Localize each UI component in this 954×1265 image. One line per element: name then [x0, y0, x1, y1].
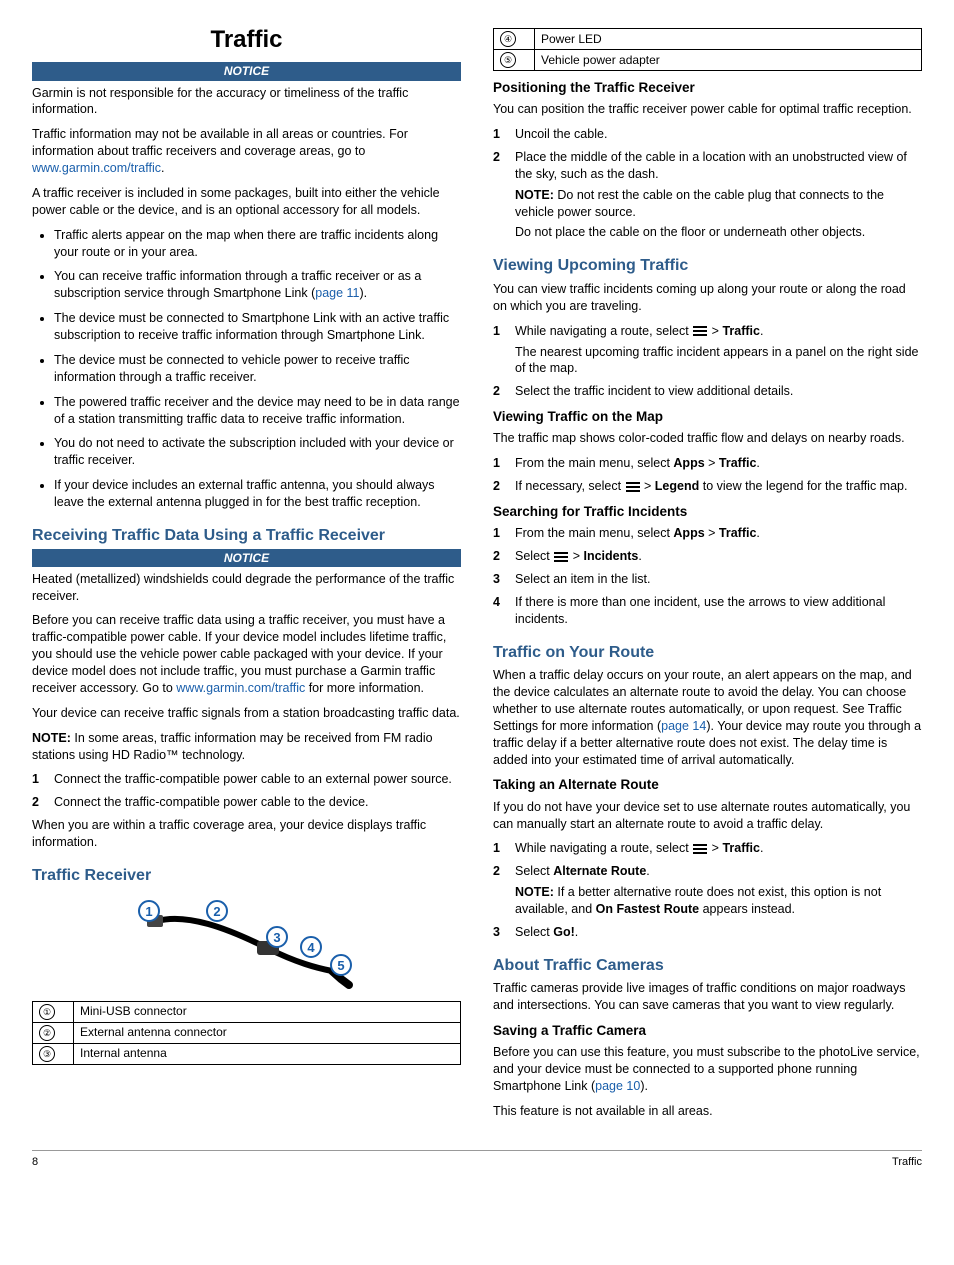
positioning-title: Positioning the Traffic Receiver [493, 79, 922, 97]
page-11-link[interactable]: page 11 [315, 286, 359, 300]
viewing-map-steps: 1 From the main menu, select Apps > Traf… [493, 455, 922, 495]
left-column: Traffic NOTICE Garmin is not responsible… [32, 24, 461, 1128]
save-p1: Before you can use this feature, you mus… [493, 1044, 922, 1095]
page-title: Traffic [32, 24, 461, 56]
notice2-text: Heated (metallized) windshields could de… [32, 571, 461, 605]
notice-bar-1: NOTICE [32, 62, 461, 80]
bullet-6: You do not need to activate the subscrip… [54, 435, 461, 469]
viewing-steps: 1 While navigating a route, select > Tra… [493, 323, 922, 401]
traffic-link-1[interactable]: www.garmin.com/traffic [32, 161, 161, 175]
bullet-4: The device must be connected to vehicle … [54, 352, 461, 386]
bullet-1: Traffic alerts appear on the map when th… [54, 227, 461, 261]
svg-text:3: 3 [273, 930, 280, 945]
receiver-diagram: 1 2 3 4 5 [127, 893, 367, 993]
recv-steps: 1Connect the traffic-compatible power ca… [32, 771, 461, 811]
right-column: ④Power LED ⑤Vehicle power adapter Positi… [493, 24, 922, 1128]
page-14-link[interactable]: page 14 [661, 719, 706, 733]
intro-bullets: Traffic alerts appear on the map when th… [32, 227, 461, 511]
viewing-title: Viewing Upcoming Traffic [493, 255, 922, 277]
section-receiver-title: Traffic Receiver [32, 865, 461, 887]
cameras-title: About Traffic Cameras [493, 955, 922, 977]
menu-icon [693, 324, 707, 338]
bullet-7: If your device includes an external traf… [54, 477, 461, 511]
menu-icon [626, 480, 640, 494]
menu-icon [554, 550, 568, 564]
recv-note: NOTE: In some areas, traffic information… [32, 730, 461, 764]
search-steps: 1 From the main menu, select Apps > Traf… [493, 525, 922, 627]
svg-text:2: 2 [213, 904, 220, 919]
bullet-3: The device must be connected to Smartpho… [54, 310, 461, 344]
save-camera-title: Saving a Traffic Camera [493, 1022, 922, 1040]
page-footer: 8 Traffic [32, 1150, 922, 1170]
viewing-map-title: Viewing Traffic on the Map [493, 408, 922, 426]
route-p: When a traffic delay occurs on your rout… [493, 667, 922, 768]
recv-p3: When you are within a traffic coverage a… [32, 817, 461, 851]
bullet-5: The powered traffic receiver and the dev… [54, 394, 461, 428]
notice-bar-2: NOTICE [32, 549, 461, 567]
recv-p2: Your device can receive traffic signals … [32, 705, 461, 722]
svg-text:4: 4 [307, 940, 315, 955]
legend-table-right: ④Power LED ⑤Vehicle power adapter [493, 28, 922, 71]
svg-text:5: 5 [337, 958, 344, 973]
intro-p2: A traffic receiver is included in some p… [32, 185, 461, 219]
route-title: Traffic on Your Route [493, 642, 922, 664]
traffic-link-2[interactable]: www.garmin.com/traffic [176, 681, 305, 695]
search-title: Searching for Traffic Incidents [493, 503, 922, 521]
footer-section: Traffic [892, 1155, 922, 1170]
page-10-link[interactable]: page 10 [595, 1079, 640, 1093]
section-receiving-title: Receiving Traffic Data Using a Traffic R… [32, 525, 461, 547]
alt-steps: 1 While navigating a route, select > Tra… [493, 840, 922, 940]
bullet-2: You can receive traffic information thro… [54, 268, 461, 302]
svg-text:1: 1 [145, 904, 152, 919]
recv-p1: Before you can receive traffic data usin… [32, 612, 461, 696]
legend-table-left: ①Mini-USB connector ②External antenna co… [32, 1001, 461, 1065]
menu-icon [693, 842, 707, 856]
notice1-text: Garmin is not responsible for the accura… [32, 85, 461, 119]
alt-title: Taking an Alternate Route [493, 776, 922, 794]
positioning-steps: 1Uncoil the cable. 2 Place the middle of… [493, 126, 922, 241]
page-number: 8 [32, 1155, 38, 1170]
intro-p1: Traffic information may not be available… [32, 126, 461, 177]
